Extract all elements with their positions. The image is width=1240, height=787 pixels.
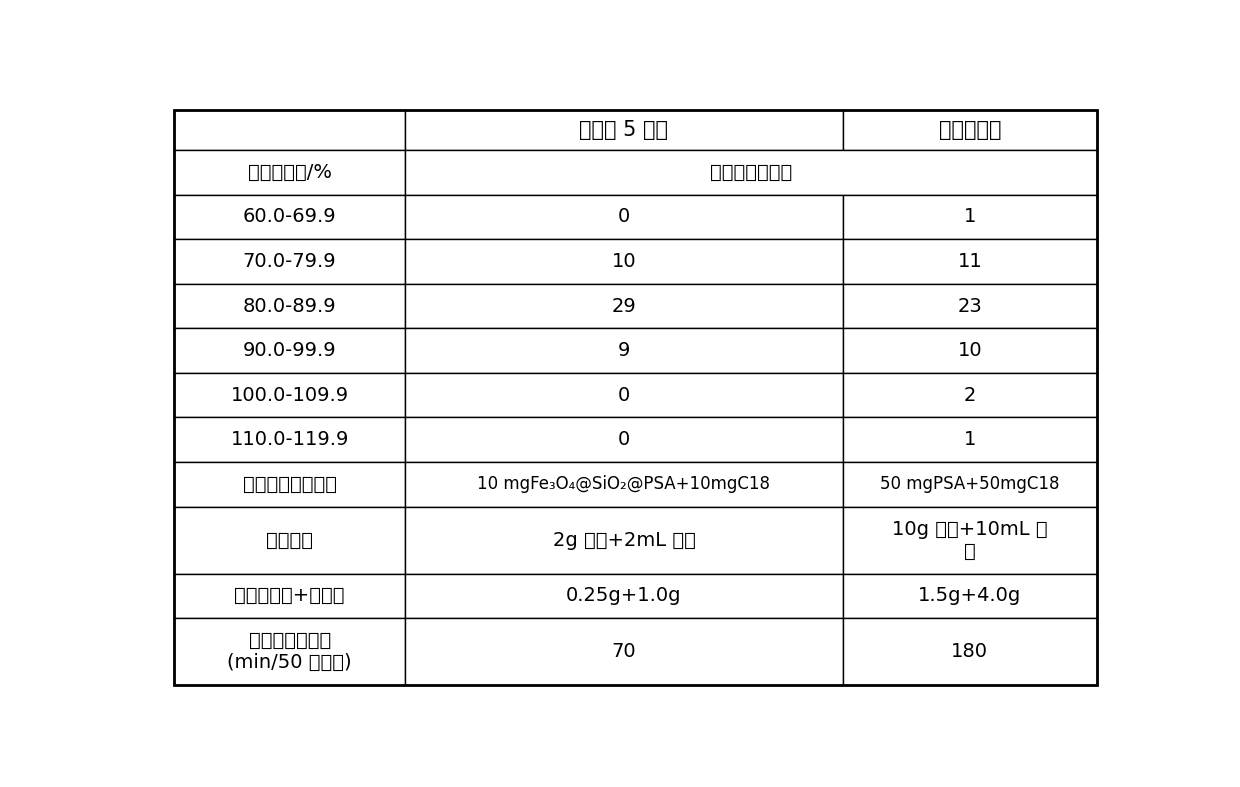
Bar bbox=[843, 373, 1096, 417]
Bar bbox=[843, 462, 1096, 507]
Bar bbox=[405, 284, 843, 328]
Bar bbox=[843, 618, 1096, 685]
Text: 180: 180 bbox=[951, 642, 988, 661]
Text: 2g 样品+2mL 乙腈: 2g 样品+2mL 乙腈 bbox=[553, 530, 696, 549]
Bar bbox=[175, 618, 405, 685]
Text: 23: 23 bbox=[957, 297, 982, 316]
Text: 80.0-89.9: 80.0-89.9 bbox=[243, 297, 336, 316]
Text: 10 mgFe₃O₄@SiO₂@PSA+10mgC18: 10 mgFe₃O₄@SiO₂@PSA+10mgC18 bbox=[477, 475, 770, 493]
Bar bbox=[843, 284, 1096, 328]
Text: 10: 10 bbox=[611, 252, 636, 271]
Text: 11: 11 bbox=[957, 252, 982, 271]
Bar bbox=[405, 328, 843, 373]
Text: 净化吸附剂的用量: 净化吸附剂的用量 bbox=[243, 475, 336, 494]
Bar bbox=[843, 328, 1096, 373]
Text: 实施例 5 方法: 实施例 5 方法 bbox=[579, 120, 668, 140]
Text: 回收率范围/%: 回收率范围/% bbox=[248, 163, 331, 182]
Bar bbox=[843, 417, 1096, 462]
Bar bbox=[175, 284, 405, 328]
Text: 9: 9 bbox=[618, 341, 630, 360]
Bar bbox=[405, 462, 843, 507]
Bar bbox=[405, 618, 843, 685]
Text: 样品用量: 样品用量 bbox=[267, 530, 314, 549]
Bar bbox=[405, 110, 843, 150]
Bar bbox=[843, 110, 1096, 150]
Text: 农药化合物分布: 农药化合物分布 bbox=[709, 163, 792, 182]
Bar bbox=[175, 150, 405, 194]
Text: 1: 1 bbox=[963, 430, 976, 449]
Bar bbox=[175, 462, 405, 507]
Text: 前处理消耗时间
(min/50 个样品): 前处理消耗时间 (min/50 个样品) bbox=[227, 631, 352, 672]
Bar bbox=[405, 194, 843, 239]
Text: 1.5g+4.0g: 1.5g+4.0g bbox=[918, 586, 1022, 605]
Text: 0: 0 bbox=[618, 430, 630, 449]
Text: 100.0-109.9: 100.0-109.9 bbox=[231, 386, 348, 405]
Bar bbox=[405, 507, 843, 574]
Text: 2: 2 bbox=[963, 386, 976, 405]
Text: 29: 29 bbox=[611, 297, 636, 316]
Text: 70: 70 bbox=[611, 642, 636, 661]
Bar bbox=[175, 507, 405, 574]
Bar bbox=[175, 328, 405, 373]
Bar bbox=[843, 574, 1096, 618]
Bar bbox=[843, 194, 1096, 239]
Text: 10: 10 bbox=[957, 341, 982, 360]
Text: 0.25g+1.0g: 0.25g+1.0g bbox=[567, 586, 682, 605]
Text: 110.0-119.9: 110.0-119.9 bbox=[231, 430, 348, 449]
Bar bbox=[405, 373, 843, 417]
Text: 对比例方法: 对比例方法 bbox=[939, 120, 1001, 140]
Text: 1: 1 bbox=[963, 207, 976, 227]
Bar bbox=[405, 574, 843, 618]
Text: 无水硫酸镁+氯化钠: 无水硫酸镁+氯化钠 bbox=[234, 586, 345, 605]
Text: 0: 0 bbox=[618, 386, 630, 405]
Text: 50 mgPSA+50mgC18: 50 mgPSA+50mgC18 bbox=[880, 475, 1059, 493]
Bar bbox=[175, 194, 405, 239]
Bar bbox=[175, 110, 405, 150]
Bar bbox=[405, 417, 843, 462]
Bar bbox=[175, 417, 405, 462]
Text: 0: 0 bbox=[618, 207, 630, 227]
Bar bbox=[175, 373, 405, 417]
Bar bbox=[843, 239, 1096, 284]
Bar bbox=[405, 150, 1096, 194]
Bar bbox=[843, 507, 1096, 574]
Text: 10g 样品+10mL 乙
腈: 10g 样品+10mL 乙 腈 bbox=[892, 519, 1048, 560]
Bar bbox=[175, 574, 405, 618]
Text: 60.0-69.9: 60.0-69.9 bbox=[243, 207, 336, 227]
Bar bbox=[405, 239, 843, 284]
Text: 90.0-99.9: 90.0-99.9 bbox=[243, 341, 336, 360]
Bar bbox=[175, 239, 405, 284]
Text: 70.0-79.9: 70.0-79.9 bbox=[243, 252, 336, 271]
